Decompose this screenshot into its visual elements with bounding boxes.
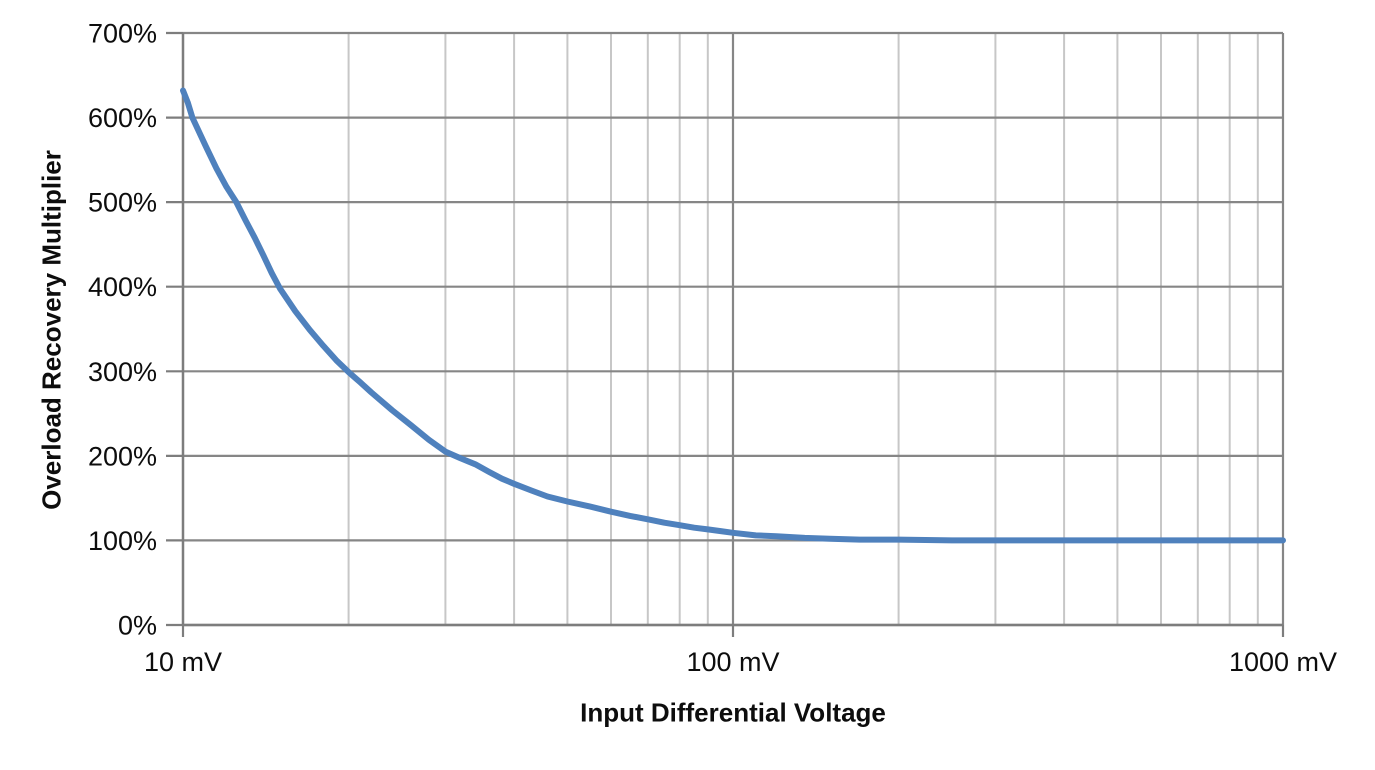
x-tick-label: 1000 mV bbox=[1229, 647, 1337, 677]
y-tick-label: 400% bbox=[88, 272, 157, 302]
y-tick-label: 500% bbox=[88, 188, 157, 218]
y-tick-label: 100% bbox=[88, 526, 157, 556]
y-tick-label: 700% bbox=[88, 19, 157, 49]
x-tick-label: 10 mV bbox=[144, 647, 222, 677]
x-axis-title: Input Differential Voltage bbox=[580, 697, 886, 728]
y-tick-label: 0% bbox=[118, 611, 157, 641]
y-tick-label: 600% bbox=[88, 103, 157, 133]
series-curve bbox=[180, 87, 1286, 544]
x-tick-label: 100 mV bbox=[686, 647, 779, 677]
y-axis-title: Overload Recovery Multiplier bbox=[36, 150, 67, 510]
y-tick-label: 300% bbox=[88, 357, 157, 387]
y-tick-label: 200% bbox=[88, 441, 157, 471]
